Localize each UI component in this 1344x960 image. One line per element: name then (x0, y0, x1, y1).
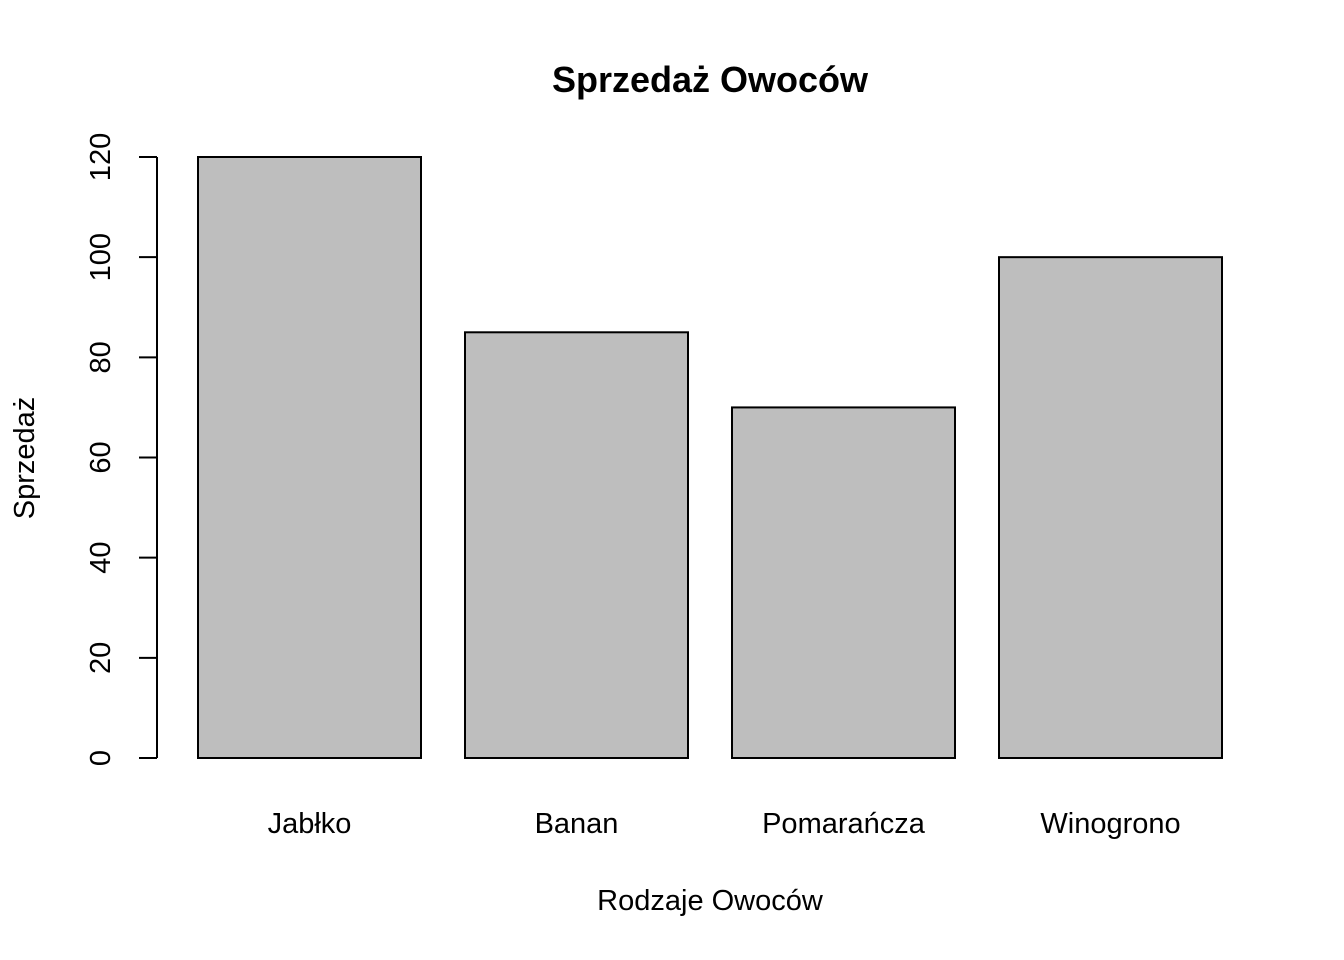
y-tick-label: 0 (85, 750, 117, 766)
y-tick-label: 120 (85, 133, 117, 181)
x-tick-label: Pomarańcza (762, 808, 926, 840)
bar-3 (731, 406, 956, 759)
bars-layer (197, 156, 1223, 759)
y-tick-label: 40 (85, 542, 117, 574)
y-tick-label: 80 (85, 341, 117, 373)
y-tick-label: 60 (85, 441, 117, 473)
x-axis-label: Rodzaje Owoców (597, 885, 824, 917)
x-tick-label: Banan (535, 808, 619, 840)
y-tick-label: 100 (85, 233, 117, 281)
bar-1 (197, 156, 422, 759)
x-tick-label: Winogrono (1040, 808, 1180, 840)
bar-2 (464, 331, 689, 759)
bar-4 (998, 256, 1223, 759)
y-axis-label: Sprzedaż (9, 397, 41, 520)
chart-title: Sprzedaż Owoców (552, 59, 869, 100)
y-tick-label: 20 (85, 642, 117, 674)
y-axis: 0 20 40 60 80 100 120 (85, 133, 158, 766)
x-tick-label: Jabłko (268, 808, 352, 840)
x-axis-tick-labels: Jabłko Banan Pomarańcza Winogrono (268, 808, 1181, 840)
